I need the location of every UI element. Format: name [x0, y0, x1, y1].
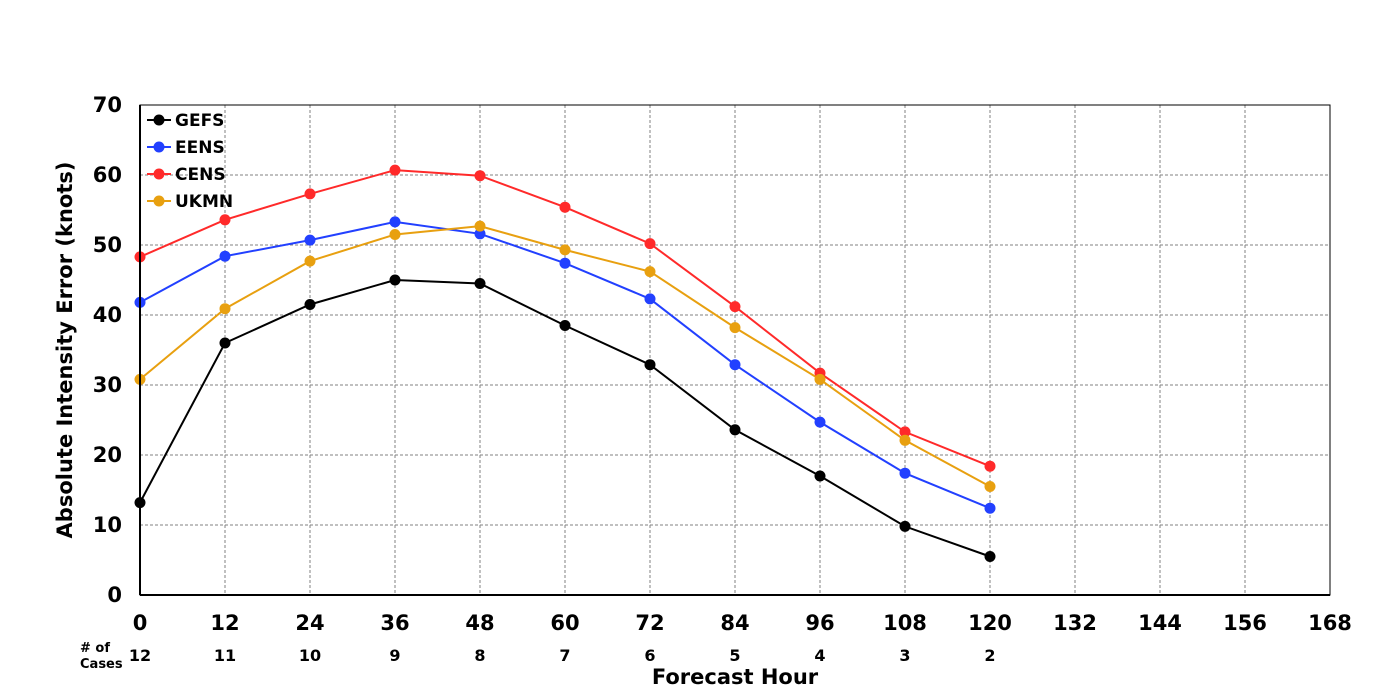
cases-count: 9: [389, 646, 400, 665]
x-tick-label: 108: [883, 611, 927, 635]
data-point-cens: [474, 170, 486, 182]
legend-item-eens: EENS: [147, 138, 225, 158]
data-point-eens: [984, 502, 996, 514]
x-tick-labels: 0 12 24 36 48 60 72 84 96 108 120 132 144 156 168: [133, 611, 1352, 635]
cases-count: 5: [729, 646, 740, 665]
data-point-eens: [219, 250, 231, 262]
x-tick-label: 0: [133, 611, 148, 635]
x-tick-label: 168: [1308, 611, 1352, 635]
legend-marker: [153, 168, 165, 180]
cases-count: 3: [899, 646, 910, 665]
data-point-cens: [644, 238, 656, 250]
data-point-ukmn: [729, 322, 741, 334]
data-point-eens: [729, 359, 741, 371]
y-tick-label: 70: [93, 93, 122, 117]
data-point-ukmn: [559, 244, 571, 256]
data-point-eens: [559, 257, 571, 269]
data-point-cens: [899, 426, 911, 438]
series-lines: [134, 164, 996, 562]
x-tick-label: 120: [968, 611, 1012, 635]
y-tick-label: 40: [93, 303, 122, 327]
data-point-eens: [899, 467, 911, 479]
data-point-cens: [389, 164, 401, 176]
y-tick-label: 20: [93, 443, 122, 467]
data-point-cens: [729, 301, 741, 313]
legend-label: EENS: [175, 138, 225, 158]
cases-count: 12: [129, 646, 151, 665]
data-point-cens: [219, 214, 231, 226]
data-point-gefs: [304, 299, 316, 310]
x-tick-label: 156: [1223, 611, 1267, 635]
legend-marker: [153, 114, 165, 126]
data-point-ukmn: [474, 220, 486, 232]
data-point-cens: [984, 460, 996, 472]
y-tick-label: 0: [107, 583, 122, 607]
data-point-ukmn: [389, 229, 401, 240]
cases-count: 4: [814, 646, 825, 665]
x-tick-label: 48: [465, 611, 494, 635]
y-tick-label: 50: [93, 233, 122, 257]
x-tick-label: 132: [1053, 611, 1097, 635]
series-cens: [134, 164, 996, 472]
data-point-gefs: [984, 551, 996, 562]
data-point-cens: [304, 188, 316, 200]
data-point-ukmn: [984, 481, 996, 492]
data-point-cens: [559, 201, 571, 213]
series-ukmn: [134, 220, 996, 492]
cases-count: 7: [559, 646, 570, 665]
data-point-gefs: [814, 470, 826, 482]
cases-count: 6: [644, 646, 655, 665]
cases-row: # of Cases 12 11 10 9 8 7 6 5 4 3 2: [80, 641, 996, 672]
x-tick-label: 24: [295, 611, 324, 635]
data-point-ukmn: [219, 303, 231, 315]
data-point-eens: [644, 293, 656, 305]
x-tick-label: 36: [380, 611, 409, 635]
x-tick-label: 144: [1138, 611, 1182, 635]
cases-count: 8: [474, 646, 485, 665]
data-point-eens: [389, 216, 401, 228]
cases-count: 10: [299, 646, 321, 665]
y-tick-label: 10: [93, 513, 122, 537]
legend-marker: [153, 141, 165, 153]
legend: GEFS EENS CENS UKMN: [147, 111, 233, 212]
legend-item-gefs: GEFS: [147, 111, 224, 131]
data-point-gefs: [559, 320, 571, 331]
grid: [140, 105, 1330, 595]
y-tick-label: 60: [93, 163, 122, 187]
cases-count: 2: [984, 646, 995, 665]
data-point-gefs: [219, 337, 231, 349]
x-tick-label: 84: [720, 611, 749, 635]
legend-label: CENS: [175, 165, 226, 185]
y-tick-label: 30: [93, 373, 122, 397]
legend-marker: [153, 195, 165, 207]
data-point-ukmn: [644, 266, 656, 278]
x-tick-label: 12: [210, 611, 239, 635]
legend-label: GEFS: [175, 111, 224, 131]
data-point-gefs: [899, 520, 911, 532]
data-point-eens: [814, 416, 826, 428]
y-tick-labels: 0 10 20 30 40 50 60 70: [93, 93, 122, 607]
legend-item-cens: CENS: [147, 165, 226, 185]
data-point-gefs: [644, 359, 656, 371]
y-axis-title: Absolute Intensity Error (knots): [53, 162, 77, 539]
data-point-ukmn: [899, 434, 911, 446]
data-point-eens: [304, 234, 316, 246]
data-point-ukmn: [304, 255, 316, 267]
data-point-ukmn: [814, 373, 826, 385]
cases-label: # of Cases: [80, 641, 123, 672]
legend-item-ukmn: UKMN: [147, 192, 233, 212]
legend-label: UKMN: [175, 192, 233, 212]
x-axis-title: Forecast Hour: [652, 665, 819, 689]
data-point-gefs: [729, 424, 741, 436]
x-tick-label: 96: [805, 611, 834, 635]
data-point-gefs: [389, 274, 401, 286]
data-point-eens: [474, 228, 486, 240]
series-eens: [134, 216, 996, 514]
x-tick-label: 60: [550, 611, 579, 635]
x-tick-label: 72: [635, 611, 664, 635]
cases-count: 11: [214, 646, 236, 665]
data-point-gefs: [474, 278, 486, 289]
